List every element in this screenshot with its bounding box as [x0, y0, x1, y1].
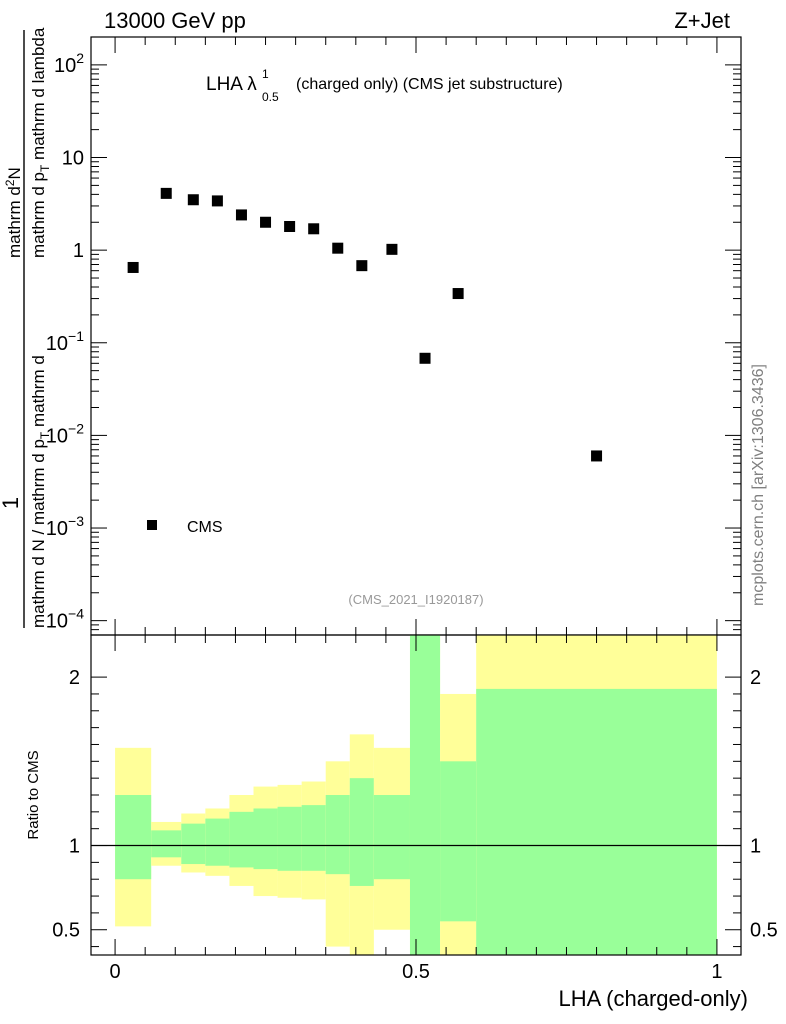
data-point — [160, 187, 172, 199]
data-point — [308, 223, 320, 235]
inner-uncertainty-band — [409, 635, 441, 955]
inner-uncertainty-band — [325, 795, 350, 875]
data-point — [356, 260, 368, 272]
ratio-bands — [115, 635, 717, 955]
ratio-y-tick-label-left: 1 — [69, 836, 80, 858]
inner-uncertainty-band — [181, 823, 206, 865]
data-point — [452, 288, 464, 300]
chart-title-sup: 1 — [262, 67, 269, 81]
ratio-y-tick-label-left: 0.5 — [52, 920, 80, 942]
inner-uncertainty-band — [373, 795, 410, 880]
inner-uncertainty-band — [205, 818, 230, 866]
ratio-x-tick-labels: 0 0.5 1 — [110, 961, 723, 983]
data-point — [260, 216, 272, 228]
side-watermark: mcplots.cern.ch [arXiv:1306.3436] — [750, 364, 767, 606]
y-label-line2: mathrm d pT mathrm d lambda — [29, 27, 52, 258]
data-point — [591, 450, 603, 462]
inner-uncertainty-band — [151, 830, 182, 858]
ratio-y-tick-label-right: 2 — [750, 667, 761, 689]
data-point — [419, 352, 431, 364]
legend-label: CMS — [187, 519, 223, 536]
main-y-tick-label: 102 — [54, 50, 84, 77]
data-markers — [127, 187, 603, 462]
ratio-y-axis-label: Ratio to CMS — [25, 750, 42, 839]
x-tick-label: 0 — [110, 961, 121, 983]
y-label-top: mathrm d2N — [3, 167, 24, 258]
main-y-tick-label: 10 — [62, 148, 84, 170]
inner-uncertainty-band — [115, 795, 152, 880]
ratio-panel: 0.5 0.51 12 2 0 0.5 1 Ratio to CMS LHA (charg… — [25, 634, 778, 1011]
main-panel: 102 10 1 10−1 10−2 10−3 10−4 LHA λ 1 0.5 (char… — [0, 27, 742, 636]
data-point — [127, 261, 139, 273]
inner-uncertainty-band — [349, 778, 374, 886]
energy-label: 13000 GeV pp — [104, 8, 246, 33]
chart-title: LHA λ — [206, 74, 257, 95]
main-y-tick-label: 10−4 — [46, 606, 84, 633]
ratio-y-tick-label-right: 0.5 — [750, 920, 778, 942]
inner-uncertainty-band — [277, 806, 302, 871]
ratio-y-tick-label-left: 2 — [69, 667, 80, 689]
chart-title-rest: (charged only) (CMS jet substructure) — [296, 76, 563, 93]
ratio-y-tick-labels: 0.5 0.5 1 1 2 2 — [52, 667, 778, 942]
main-y-tick-labels: 102 10 1 10−1 10−2 10−3 10−4 — [46, 50, 84, 633]
main-y-tick-label: 1 — [73, 240, 84, 262]
inner-uncertainty-band — [440, 761, 477, 922]
main-panel-ticks — [91, 36, 741, 636]
x-tick-label: 1 — [711, 961, 722, 983]
inner-uncertainty-band — [476, 688, 717, 955]
y-label-denominator: mathrm d N / mathrm d pT mathrm d — [29, 355, 52, 628]
main-y-tick-label: 10−2 — [46, 420, 84, 447]
analysis-tag: (CMS_2021_I1920187) — [348, 592, 483, 607]
data-point — [386, 243, 398, 255]
chart-title-sub: 0.5 — [262, 90, 279, 104]
x-axis-label: LHA (charged-only) — [558, 986, 748, 1011]
data-point — [211, 195, 223, 207]
y-label-numerator: 1 — [0, 497, 23, 509]
main-panel-frame — [90, 36, 742, 636]
main-y-axis-label: 1 mathrm d N / mathrm d pT mathrm d math… — [0, 27, 52, 628]
x-tick-label: 0.5 — [402, 961, 430, 983]
inner-uncertainty-band — [229, 811, 254, 868]
ratio-panel-frame — [90, 634, 742, 956]
process-label: Z+Jet — [674, 8, 730, 33]
inner-uncertainty-band — [253, 808, 278, 870]
inner-uncertainty-band — [301, 805, 326, 871]
data-point — [235, 209, 247, 221]
ratio-y-tick-label-right: 1 — [750, 836, 761, 858]
data-point — [187, 194, 199, 206]
ratio-panel-ticks — [91, 635, 741, 955]
main-y-tick-label: 10−1 — [46, 328, 84, 355]
legend-marker — [147, 520, 157, 530]
data-point — [284, 220, 296, 232]
data-point — [332, 242, 344, 254]
main-y-tick-label: 10−3 — [46, 513, 84, 540]
